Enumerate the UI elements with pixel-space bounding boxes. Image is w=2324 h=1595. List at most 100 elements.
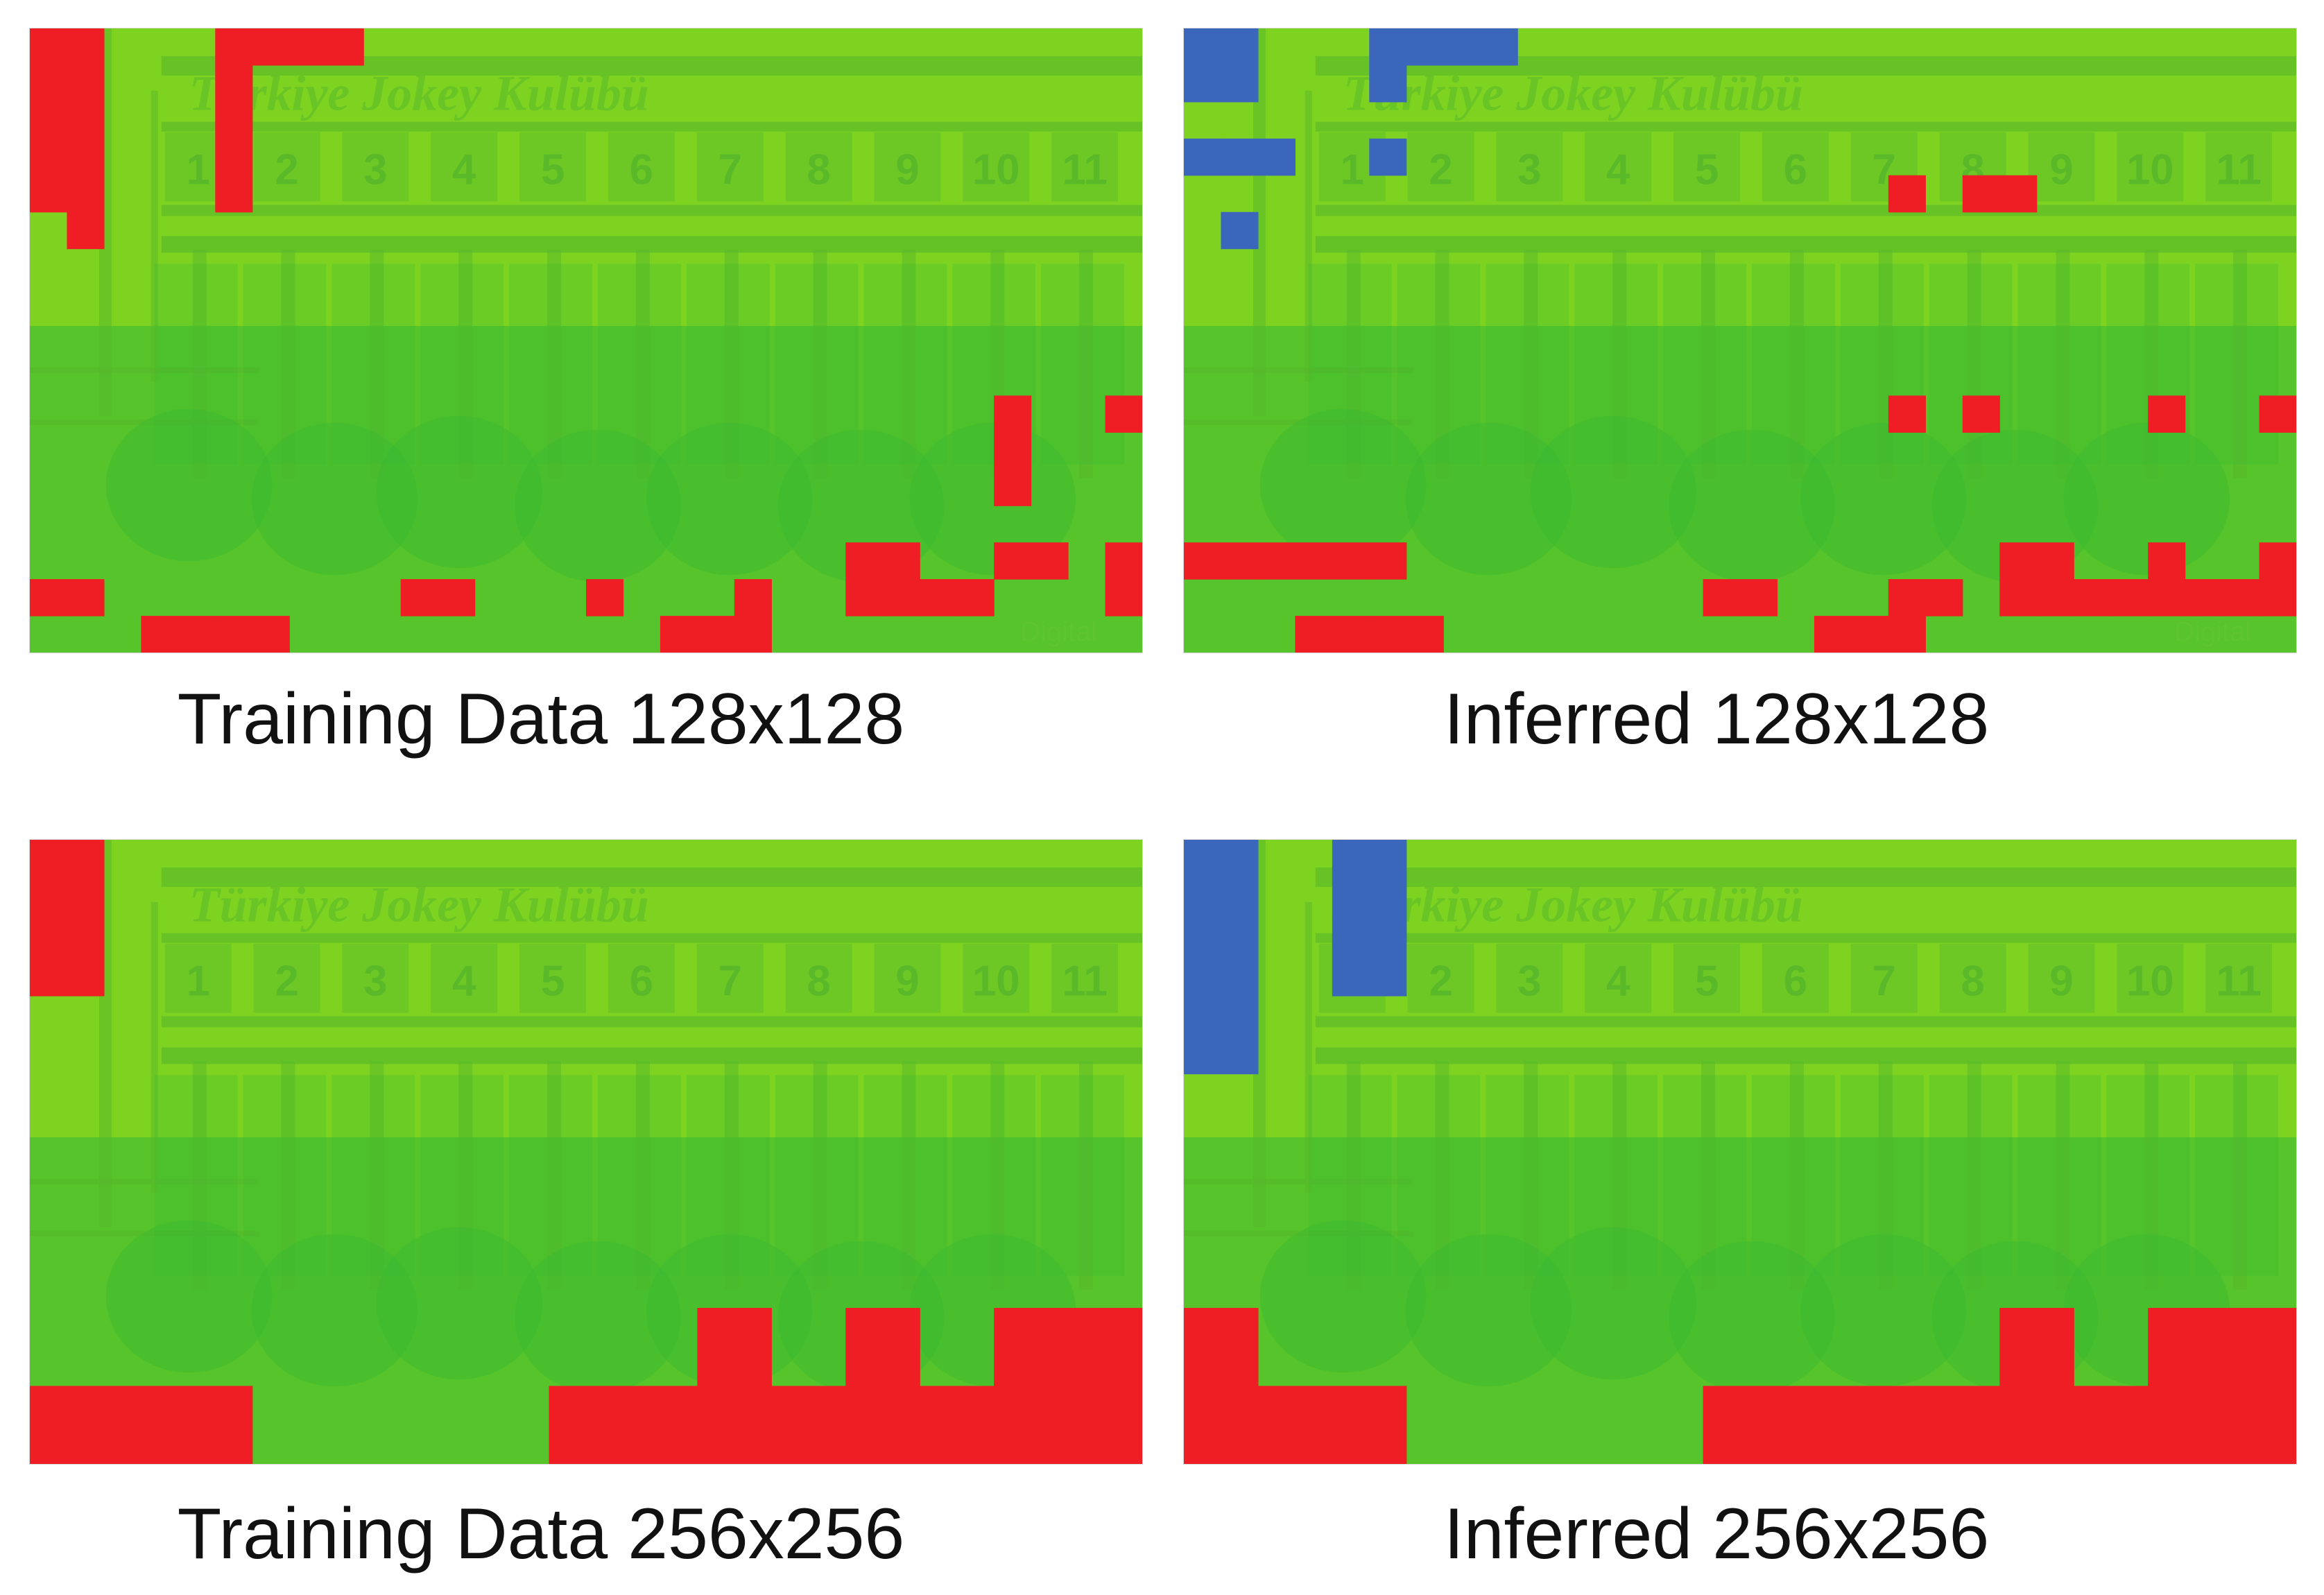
horse-silhouette bbox=[515, 1241, 681, 1394]
stall bbox=[1574, 264, 1658, 465]
red-tile bbox=[697, 1386, 772, 1464]
stall bbox=[509, 264, 592, 465]
rail bbox=[30, 419, 259, 425]
gate-number-box bbox=[1407, 943, 1474, 1013]
red-tile bbox=[1814, 616, 1852, 653]
tile-layer bbox=[30, 28, 1142, 653]
red-tile bbox=[30, 175, 68, 213]
red-tile bbox=[1068, 1308, 1142, 1387]
red-tile bbox=[994, 1308, 1069, 1387]
red-tile bbox=[1999, 1308, 2074, 1387]
gate-number: 1 bbox=[186, 958, 209, 1006]
red-tile bbox=[1332, 1386, 1407, 1464]
stall bbox=[952, 1075, 1036, 1276]
horse-silhouette bbox=[1800, 422, 1967, 576]
sign-text: Türkiye Jokey Kulübü bbox=[1343, 877, 1803, 933]
stall-post bbox=[281, 1061, 295, 1290]
horse-silhouette bbox=[1405, 1234, 1572, 1387]
red-tile bbox=[1369, 616, 1407, 653]
blue-tile bbox=[1184, 840, 1259, 919]
red-tile bbox=[1888, 616, 1926, 653]
sign-text: Türkiye Jokey Kulübü bbox=[189, 66, 649, 121]
red-tile bbox=[1221, 542, 1259, 580]
gate-bar bbox=[1315, 205, 2296, 216]
gate-number: 4 bbox=[1606, 146, 1630, 194]
blue-tile bbox=[1332, 917, 1407, 997]
red-tile bbox=[30, 840, 105, 919]
stall bbox=[1308, 1075, 1392, 1276]
blue-tile bbox=[1221, 212, 1259, 250]
red-tile bbox=[845, 542, 884, 580]
stall-post bbox=[2233, 250, 2248, 478]
pole bbox=[1305, 902, 1312, 1193]
horse-silhouette bbox=[105, 1220, 273, 1373]
gate-number: 6 bbox=[1784, 146, 1807, 194]
red-tile bbox=[1068, 1386, 1142, 1464]
watermark-text: Digital bbox=[1020, 617, 1097, 647]
red-tile bbox=[2259, 579, 2296, 617]
gate-number: 9 bbox=[895, 146, 919, 194]
stall-post bbox=[902, 250, 916, 478]
red-tile bbox=[1888, 579, 1926, 617]
red-tile bbox=[30, 64, 68, 103]
gate-number-box bbox=[608, 132, 675, 202]
red-tile bbox=[1295, 616, 1333, 653]
gate-bar bbox=[161, 1047, 1142, 1064]
gate-bar bbox=[1315, 1016, 2296, 1028]
stall-post bbox=[370, 250, 384, 478]
horse-silhouette bbox=[251, 422, 418, 576]
red-tile bbox=[1851, 1386, 1926, 1464]
gate-number: 3 bbox=[1517, 146, 1541, 194]
horse-silhouette bbox=[105, 408, 273, 562]
blue-tile bbox=[1221, 138, 1259, 176]
stall-post bbox=[1435, 1061, 1449, 1290]
gate-bar bbox=[161, 933, 1142, 943]
blue-tile bbox=[1443, 28, 1481, 66]
red-tile bbox=[438, 579, 476, 617]
red-tile bbox=[67, 579, 105, 617]
stall-post bbox=[370, 1061, 384, 1290]
red-tile bbox=[2036, 579, 2074, 617]
red-tile bbox=[30, 28, 68, 66]
red-tile bbox=[660, 616, 698, 653]
blue-tile bbox=[1480, 28, 1518, 66]
gate-number: 3 bbox=[363, 146, 387, 194]
red-tile bbox=[215, 616, 253, 653]
red-tile bbox=[289, 28, 327, 66]
horse-silhouette bbox=[1530, 1227, 1697, 1380]
red-tile bbox=[994, 542, 1032, 580]
blue-tile bbox=[1369, 28, 1407, 66]
gate-number: 8 bbox=[807, 958, 830, 1006]
stall bbox=[1663, 264, 1746, 465]
horse-silhouette bbox=[909, 422, 1076, 576]
red-tile bbox=[2148, 542, 2186, 580]
pole bbox=[150, 90, 158, 381]
stall bbox=[1574, 1075, 1658, 1276]
rail bbox=[30, 1178, 259, 1184]
gate-bar bbox=[161, 1016, 1142, 1028]
stall-post bbox=[458, 250, 473, 478]
red-tile bbox=[1257, 542, 1296, 580]
red-tile bbox=[734, 579, 772, 617]
inferred-128-panel: Türkiye Jokey Kulübü 1 2 3 4 5 6 7 8 9 10 11 Digital bbox=[1183, 28, 2297, 653]
stall-post bbox=[1878, 1061, 1893, 1290]
stall-post bbox=[1079, 250, 1094, 478]
gate-number-box bbox=[608, 943, 675, 1013]
red-tile bbox=[1406, 616, 1444, 653]
red-tile bbox=[215, 138, 253, 176]
stall bbox=[1397, 1075, 1481, 1276]
gate-number: 10 bbox=[2126, 146, 2174, 194]
gate-number-box bbox=[2117, 943, 2184, 1013]
stall-post bbox=[547, 1061, 562, 1290]
red-tile bbox=[215, 175, 253, 213]
blue-tile bbox=[1369, 138, 1407, 176]
stall-post bbox=[813, 1061, 827, 1290]
gate-number: 9 bbox=[2049, 958, 2073, 1006]
red-tile bbox=[845, 1386, 920, 1464]
red-tile bbox=[67, 101, 105, 139]
gate-number-box bbox=[1585, 943, 1652, 1013]
